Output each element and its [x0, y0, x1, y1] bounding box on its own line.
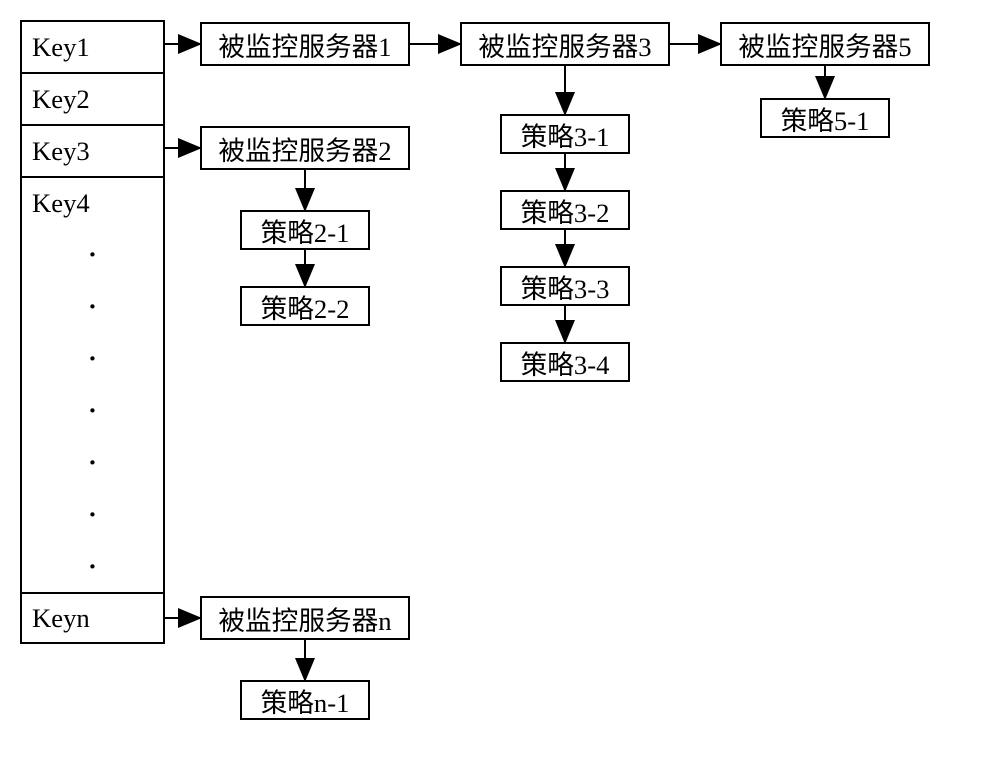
- node-p3_4: 策略3-4: [500, 342, 630, 382]
- node-label: 被监控服务器2: [218, 129, 391, 168]
- node-label: 策略2-1: [261, 211, 350, 250]
- key-cell: Key4: [20, 176, 165, 228]
- node-p5_1: 策略5-1: [760, 98, 890, 138]
- key-dot-cell: ·: [20, 228, 165, 280]
- node-label: 策略3-3: [521, 267, 610, 306]
- node-sn: 被监控服务器n: [200, 596, 410, 640]
- node-label: 策略3-1: [521, 115, 610, 154]
- key-label: Key1: [32, 32, 90, 63]
- key-label: Key4: [32, 188, 90, 219]
- key-label: Key2: [32, 84, 90, 115]
- node-label: 被监控服务器n: [218, 599, 391, 638]
- node-s5: 被监控服务器5: [720, 22, 930, 66]
- key-dot-cell: ·: [20, 488, 165, 540]
- key-dot-cell: ·: [20, 384, 165, 436]
- node-label: 被监控服务器5: [738, 25, 911, 64]
- node-p2_1: 策略2-1: [240, 210, 370, 250]
- node-s3: 被监控服务器3: [460, 22, 670, 66]
- key-dot-cell: ·: [20, 540, 165, 592]
- node-p3_3: 策略3-3: [500, 266, 630, 306]
- node-pn_1: 策略n-1: [240, 680, 370, 720]
- node-label: 策略3-2: [521, 191, 610, 230]
- node-s2: 被监控服务器2: [200, 126, 410, 170]
- node-label: 策略n-1: [261, 681, 350, 720]
- key-cell: Key3: [20, 124, 165, 176]
- key-label: Key3: [32, 136, 90, 167]
- key-dot-cell: ·: [20, 280, 165, 332]
- key-cell: Keyn: [20, 592, 165, 644]
- node-p2_2: 策略2-2: [240, 286, 370, 326]
- node-p3_1: 策略3-1: [500, 114, 630, 154]
- node-label: 策略3-4: [521, 343, 610, 382]
- key-dot-cell: ·: [20, 332, 165, 384]
- node-label: 策略2-2: [261, 287, 350, 326]
- key-cell: Key2: [20, 72, 165, 124]
- key-dot-cell: ·: [20, 436, 165, 488]
- node-label: 被监控服务器1: [218, 25, 391, 64]
- node-label: 被监控服务器3: [478, 25, 651, 64]
- node-s1: 被监控服务器1: [200, 22, 410, 66]
- key-cell: Key1: [20, 20, 165, 72]
- key-label: Keyn: [32, 603, 90, 634]
- node-label: 策略5-1: [781, 99, 870, 138]
- node-p3_2: 策略3-2: [500, 190, 630, 230]
